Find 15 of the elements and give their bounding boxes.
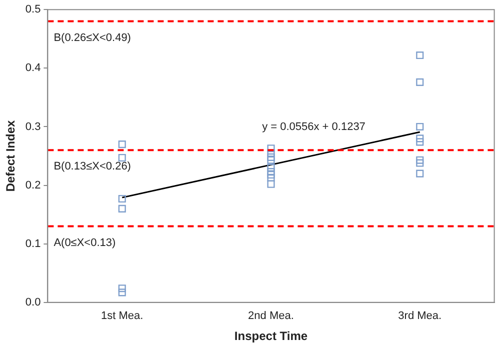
ref-line-label: B(0.13≤X<0.26) xyxy=(54,160,131,173)
ref-line-label: A(0≤X<0.13) xyxy=(54,236,116,249)
y-tick-label: 0.4 xyxy=(25,62,41,74)
annotation: y = 0.0556x + 0.1237 xyxy=(262,121,366,134)
x-tick-label: 2nd Mea. xyxy=(248,310,294,322)
y-tick-label: 0.1 xyxy=(25,238,41,250)
x-tick-label: 3rd Mea. xyxy=(398,310,442,322)
ref-line-label: B(0.26≤X<0.49) xyxy=(54,32,131,44)
y-tick-label: 0.0 xyxy=(25,296,41,308)
y-axis-title: Defect Index xyxy=(4,120,18,192)
x-tick-label: 1st Mea. xyxy=(101,310,144,322)
y-tick-label: 0.2 xyxy=(25,179,41,192)
x-axis-title: Inspect Time xyxy=(234,329,308,344)
y-tick-label: 0.5 xyxy=(25,4,41,16)
y-tick-label: 0.3 xyxy=(25,120,41,133)
